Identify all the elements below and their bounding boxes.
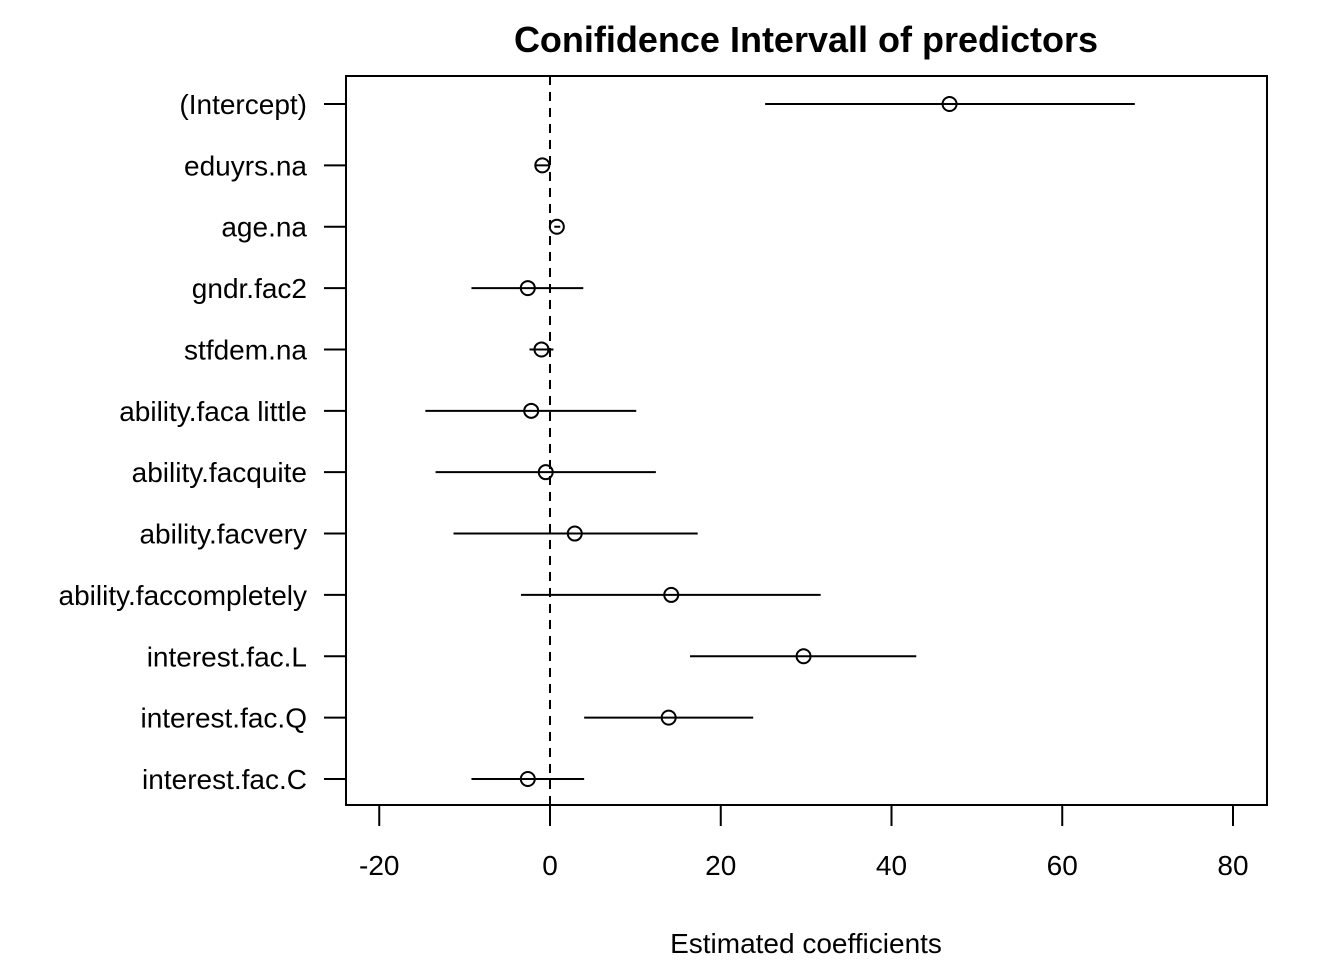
estimate-point bbox=[523, 402, 540, 419]
y-tick-label: ability.faca little bbox=[119, 396, 307, 427]
x-tick-label: 80 bbox=[1217, 850, 1248, 881]
y-tick-label: ability.facquite bbox=[132, 457, 307, 488]
y-tick-label: stfdem.na bbox=[184, 334, 307, 365]
x-tick-label: 20 bbox=[705, 850, 736, 881]
estimate-point bbox=[660, 709, 677, 726]
y-tick-label: gndr.fac2 bbox=[192, 273, 307, 304]
y-tick-label: (Intercept) bbox=[179, 89, 307, 120]
y-tick-label: eduyrs.na bbox=[184, 150, 307, 181]
y-tick-label: ability.faccompletely bbox=[59, 580, 307, 611]
x-tick-label: 0 bbox=[542, 850, 558, 881]
x-axis-label: Estimated coefficients bbox=[670, 928, 942, 959]
x-tick-label: 60 bbox=[1047, 850, 1078, 881]
estimate-point bbox=[534, 157, 551, 174]
interval-marks bbox=[425, 96, 1135, 787]
plot-frame bbox=[345, 75, 1268, 806]
estimate-point bbox=[533, 341, 550, 358]
chart-title: Conifidence Intervall of predictors bbox=[514, 19, 1098, 60]
estimate-point bbox=[537, 464, 554, 481]
estimate-point bbox=[795, 648, 812, 665]
estimate-point bbox=[941, 96, 958, 112]
y-tick-label: interest.fac.L bbox=[147, 641, 307, 672]
estimate-point bbox=[548, 218, 565, 235]
estimate-point bbox=[663, 586, 680, 603]
y-tick-label: interest.fac.C bbox=[142, 764, 307, 795]
y-tick-label: ability.facvery bbox=[139, 519, 307, 550]
estimate-point bbox=[519, 280, 536, 297]
x-tick-label: 40 bbox=[876, 850, 907, 881]
y-tick-label: age.na bbox=[221, 212, 307, 243]
x-tick-label: -20 bbox=[359, 850, 399, 881]
y-tick-label: interest.fac.Q bbox=[140, 703, 307, 734]
x-axis: -20 0 20 40 60 80 bbox=[359, 804, 1249, 881]
y-axis: (Intercept) eduyrs.na age.na gndr.fac2 stfde… bbox=[59, 89, 346, 795]
estimate-point bbox=[519, 771, 536, 787]
estimate-point bbox=[566, 525, 583, 542]
